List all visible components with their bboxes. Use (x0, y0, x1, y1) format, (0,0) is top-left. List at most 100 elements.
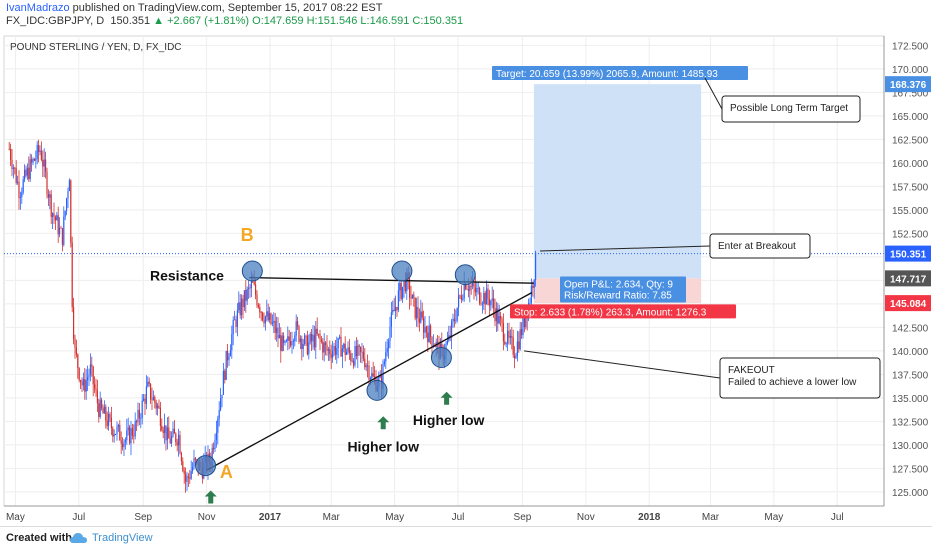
x-tick-label: May (6, 512, 25, 523)
callout-entry-pointer (539, 245, 711, 252)
candle-body (473, 283, 475, 288)
candle-body (477, 287, 479, 289)
x-tick-label: 2017 (259, 512, 282, 523)
candle-body (393, 309, 395, 311)
y-tick-label: 155.000 (892, 206, 929, 217)
candle-body (471, 283, 474, 287)
candle-body (134, 421, 136, 437)
candle-body (29, 159, 31, 179)
y-tick-label: 162.500 (892, 135, 929, 146)
candle-body (112, 428, 114, 437)
candle-body (78, 368, 80, 381)
candle-body (410, 297, 412, 299)
y-tick-label: 127.500 (892, 464, 929, 475)
candle-body (245, 290, 247, 301)
candle-body (329, 349, 331, 355)
candle-body (333, 345, 335, 351)
candle-body (180, 453, 182, 462)
candle-body (37, 145, 40, 153)
candle-body (221, 394, 223, 399)
y-tick-label: 135.000 (892, 394, 929, 405)
candle-body (126, 430, 128, 441)
candle-body (277, 327, 279, 339)
candle-body (67, 191, 69, 199)
candle-body (492, 298, 495, 309)
symbol-label: FX_IDC:GBPJPY, D (6, 15, 105, 27)
candle-body (91, 364, 93, 367)
candle-body (408, 279, 411, 298)
candle-body (340, 336, 342, 357)
candle-body (224, 370, 226, 380)
publish-line: IvanMadrazo published on TradingView.com… (6, 2, 382, 14)
candle-body (494, 308, 496, 322)
candle-body (386, 348, 388, 353)
candle-body (515, 356, 517, 359)
candle-body (103, 406, 105, 414)
y-tick-label: 165.000 (892, 112, 929, 123)
candle-body (302, 343, 304, 349)
candle-body (280, 335, 282, 351)
candle-body (168, 427, 170, 439)
candle-body (476, 288, 478, 293)
candle-body (12, 167, 14, 169)
swing-point-marker (454, 264, 476, 286)
candle-body (505, 343, 507, 345)
stop-box-text: Stop: 2.633 (1.78%) 263.3, Amount: 1276.… (514, 307, 707, 318)
candle-body (348, 347, 350, 354)
swing-point-marker (430, 346, 452, 368)
candle-body (256, 294, 258, 306)
candle-body (169, 438, 171, 444)
callout-target-box (721, 95, 861, 123)
candle-body (455, 320, 457, 322)
candle-body (152, 397, 154, 401)
candle-body (186, 476, 188, 482)
candle-body (483, 292, 485, 304)
callout-fakeout-text: Failed to achieve a lower low (728, 377, 857, 388)
candles (8, 139, 537, 493)
tradingview-brand[interactable]: TradingView (92, 532, 153, 544)
candle-body (417, 307, 419, 319)
x-tick-label: Jul (452, 512, 465, 523)
candle-body (421, 311, 423, 318)
candle-body (259, 306, 261, 313)
chart-title: POUND STERLING / YEN, D, FX_IDC (10, 42, 182, 53)
low-value: L:146.591 (360, 15, 410, 27)
candle-body (233, 319, 236, 321)
candle-body (121, 443, 124, 448)
candle-body (144, 398, 146, 404)
candle-body (501, 318, 503, 324)
candle-body (313, 334, 315, 348)
candle-body (453, 318, 455, 322)
price-chart[interactable]: May Jul Sep Nov 2017 Mar May Jul Sep Nov 2018 Mar Ma… (0, 28, 932, 526)
candle-body (273, 321, 275, 323)
candle-body (163, 425, 166, 434)
candle-body (480, 303, 482, 305)
stop-price-tag: 145.084 (890, 299, 927, 310)
candle-body (484, 292, 486, 305)
y-tick-label: 152.500 (892, 229, 929, 240)
candle-body (158, 405, 160, 408)
candle-body (394, 306, 397, 311)
author-link[interactable]: IvanMadrazo (6, 2, 70, 14)
candle-body (534, 252, 537, 280)
swing-point-marker (366, 379, 388, 401)
candle-body (420, 311, 422, 323)
candle-body (396, 306, 398, 310)
position-zones (533, 84, 702, 304)
candle-body (54, 216, 56, 221)
candle-body (267, 311, 269, 321)
candle-body (294, 335, 296, 342)
candle-body (337, 338, 339, 349)
candle-body (518, 341, 520, 350)
candle-body (191, 467, 194, 472)
candle-body (425, 326, 427, 333)
candle-body (292, 341, 294, 342)
callout-target-pointer (704, 77, 723, 110)
candle-body (488, 298, 490, 306)
candle-body (424, 326, 426, 333)
candle-body (497, 308, 499, 324)
candle-body (365, 365, 367, 368)
candle-body (117, 424, 119, 427)
candle-body (133, 435, 135, 437)
candle-body (509, 335, 511, 338)
